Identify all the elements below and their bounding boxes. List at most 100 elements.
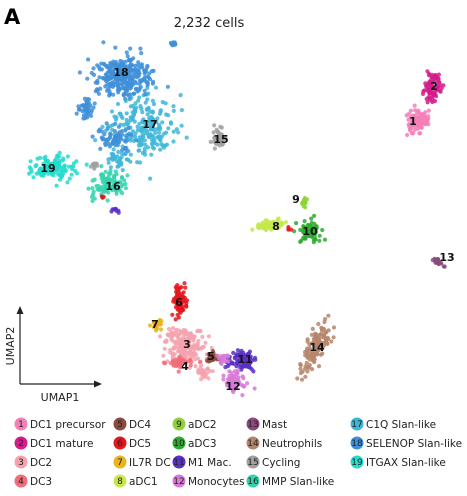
point-cluster-8 (263, 220, 268, 225)
point-cluster-17 (126, 157, 131, 162)
legend-swatch-8 (113, 474, 127, 488)
point-cluster-17 (144, 123, 149, 128)
point-cluster-3 (176, 328, 181, 333)
point-cluster-15 (88, 164, 93, 169)
point-cluster-3 (165, 332, 170, 337)
point-cluster-16 (90, 186, 95, 191)
point-cluster-1 (417, 131, 422, 136)
point-cluster-18 (108, 70, 113, 75)
point-cluster-2 (436, 72, 441, 77)
legend-label-3: DC2 (30, 457, 52, 469)
legend-label-11: M1 Mac. (188, 457, 232, 469)
legend-label-4: DC3 (30, 476, 52, 488)
point-cluster-7 (159, 319, 164, 324)
point-cluster-18 (147, 71, 152, 76)
point-cluster-17 (171, 129, 176, 134)
point-cluster-18 (89, 109, 94, 115)
point-cluster-2 (431, 93, 436, 98)
point-cluster-14 (298, 370, 303, 376)
point-cluster-9 (302, 197, 307, 202)
point-cluster-18 (80, 108, 85, 114)
point-cluster-17 (137, 95, 142, 100)
point-cluster-1 (412, 127, 417, 132)
point-cluster-17 (136, 98, 141, 103)
point-cluster-16 (101, 173, 106, 178)
legend-number-7: 7 (117, 458, 123, 468)
point-cluster-15 (212, 123, 217, 128)
point-cluster-3 (196, 369, 201, 374)
point-cluster-12 (230, 385, 235, 390)
point-cluster-8 (265, 223, 270, 229)
point-cluster-3 (203, 340, 208, 345)
point-cluster-18 (105, 137, 110, 142)
point-cluster-2 (427, 95, 432, 101)
point-cluster-18 (113, 121, 118, 126)
point-cluster-14 (315, 351, 320, 356)
point-cluster-3 (166, 326, 171, 332)
point-cluster-18 (151, 79, 156, 84)
point-cluster-16 (100, 188, 105, 193)
point-cluster-7 (158, 327, 164, 332)
point-cluster-17 (171, 139, 176, 144)
point-cluster-2 (425, 100, 430, 105)
point-cluster-18 (134, 68, 139, 73)
cluster-label-16: 16 (105, 180, 121, 193)
point-cluster-17 (135, 128, 140, 133)
point-cluster-18 (99, 135, 104, 140)
point-cluster-17 (155, 116, 160, 121)
point-cluster-16 (90, 192, 96, 197)
legend-item-10: 10 aDC3 (172, 436, 217, 450)
point-cluster-18 (97, 67, 103, 72)
point-cluster-14 (326, 313, 331, 318)
legend-item-14: 14 Neutrophils (246, 436, 322, 450)
point-cluster-8 (279, 220, 284, 225)
point-cluster-19 (66, 164, 71, 169)
point-cluster-18 (172, 41, 177, 46)
point-cluster-12 (234, 370, 239, 375)
point-cluster-14 (323, 339, 328, 344)
point-cluster-15 (214, 127, 219, 132)
point-cluster-18 (90, 134, 95, 139)
point-cluster-17 (133, 134, 138, 139)
point-cluster-17 (179, 108, 184, 113)
legend-swatch-4 (14, 474, 28, 488)
point-cluster-3 (210, 369, 215, 374)
point-cluster-19 (31, 175, 36, 180)
point-cluster-17 (153, 130, 158, 135)
point-cluster-18 (120, 148, 125, 153)
point-cluster-1 (408, 108, 413, 113)
point-cluster-3 (204, 367, 209, 372)
point-cluster-10 (311, 237, 317, 242)
point-cluster-3 (199, 363, 204, 368)
point-cluster-10 (309, 234, 314, 239)
point-cluster-18 (117, 87, 122, 92)
point-cluster-16 (100, 179, 105, 184)
point-cluster-3 (190, 335, 195, 341)
point-cluster-18 (95, 78, 100, 83)
point-cluster-17 (142, 138, 147, 143)
point-cluster-3 (193, 357, 198, 362)
point-cluster-19 (51, 163, 56, 168)
point-cluster-18 (116, 124, 121, 129)
point-cluster-6 (183, 285, 188, 290)
point-cluster-3 (184, 355, 189, 360)
cluster-label-2: 2 (430, 80, 438, 93)
point-cluster-17 (157, 111, 163, 116)
legend-swatch-11 (172, 455, 186, 469)
point-cluster-11 (241, 363, 246, 368)
legend-swatch-19 (350, 455, 364, 469)
cluster-label-9: 9 (292, 193, 300, 206)
point-cluster-14 (298, 363, 303, 368)
point-cluster-11 (235, 348, 240, 353)
point-cluster-12 (225, 383, 230, 388)
point-cluster-17 (134, 105, 139, 110)
x-axis-arrowhead (94, 380, 102, 388)
point-cluster-1 (404, 113, 409, 118)
point-cluster-16 (106, 182, 112, 187)
point-cluster-18 (111, 59, 116, 64)
point-cluster-8 (267, 220, 272, 225)
point-cluster-18 (89, 70, 94, 76)
legend-item-17: 17 C1Q Slan-like (350, 417, 436, 431)
point-cluster-16 (92, 196, 97, 201)
point-cluster-15 (223, 135, 228, 141)
